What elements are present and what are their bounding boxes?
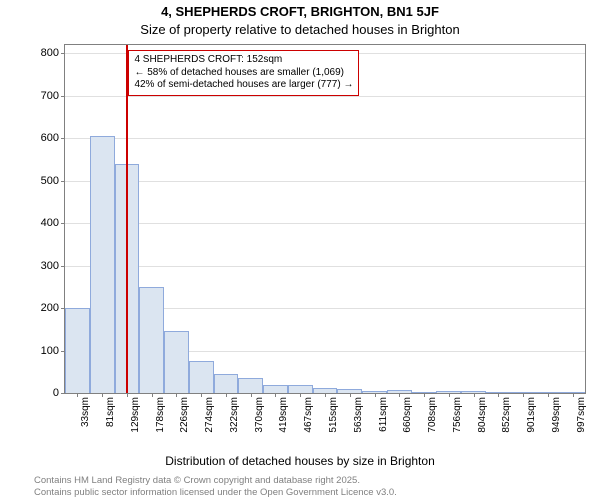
xtick-label: 852sqm [501,397,512,433]
xtick-mark [152,393,153,397]
footer-attribution: Contains HM Land Registry data © Crown c… [34,475,397,498]
xtick-label: 563sqm [353,397,364,433]
xtick-label: 33sqm [80,397,91,427]
xtick-mark [251,393,252,397]
xtick-label: 81sqm [105,397,116,427]
xtick-label: 708sqm [427,397,438,433]
xtick-mark [102,393,103,397]
ytick-mark [61,181,65,182]
gridline [65,138,585,139]
reference-line [126,45,128,393]
histogram-bar [238,378,263,393]
xtick-label: 322sqm [229,397,240,433]
chart-container: 4, SHEPHERDS CROFT, BRIGHTON, BN1 5JF Si… [0,0,600,500]
x-axis-label: Distribution of detached houses by size … [0,454,600,468]
ytick-label: 700 [41,90,59,102]
xtick-mark [474,393,475,397]
xtick-mark [127,393,128,397]
histogram-bar [288,385,313,393]
xtick-mark [275,393,276,397]
histogram-bar [263,385,288,393]
xtick-label: 370sqm [254,397,265,433]
xtick-label: 804sqm [477,397,488,433]
footer-line-1: Contains HM Land Registry data © Crown c… [34,475,397,486]
histogram-bar [189,361,214,393]
annotation-line-2: ← 58% of detached houses are smaller (1,… [134,67,353,80]
ytick-label: 500 [41,175,59,187]
xtick-label: 756sqm [452,397,463,433]
histogram-bar [214,374,239,393]
ytick-label: 600 [41,132,59,144]
ytick-label: 200 [41,302,59,314]
histogram-bar [90,136,115,393]
ytick-mark [61,266,65,267]
xtick-label: 419sqm [278,397,289,433]
xtick-mark [176,393,177,397]
chart-title-main: 4, SHEPHERDS CROFT, BRIGHTON, BN1 5JF [0,4,600,19]
xtick-mark [573,393,574,397]
xtick-label: 997sqm [576,397,587,433]
xtick-mark [77,393,78,397]
ytick-label: 800 [41,47,59,59]
xtick-mark [449,393,450,397]
xtick-label: 129sqm [130,397,141,433]
xtick-mark [226,393,227,397]
xtick-label: 467sqm [303,397,314,433]
annotation-box: 4 SHEPHERDS CROFT: 152sqm← 58% of detach… [128,50,359,96]
xtick-label: 226sqm [179,397,190,433]
histogram-bar [164,331,189,393]
xtick-label: 178sqm [155,397,166,433]
xtick-mark [399,393,400,397]
gridline [65,96,585,97]
ytick-label: 300 [41,260,59,272]
ytick-label: 100 [41,345,59,357]
ytick-mark [61,223,65,224]
histogram-bar [65,308,90,393]
xtick-mark [201,393,202,397]
xtick-label: 660sqm [402,397,413,433]
xtick-mark [548,393,549,397]
gridline [65,181,585,182]
xtick-label: 611sqm [378,397,389,432]
footer-line-2: Contains public sector information licen… [34,487,397,498]
annotation-line-3: 42% of semi-detached houses are larger (… [134,79,353,92]
chart-title-sub: Size of property relative to detached ho… [0,22,600,37]
xtick-label: 901sqm [526,397,537,433]
xtick-mark [498,393,499,397]
ytick-mark [61,53,65,54]
xtick-label: 949sqm [551,397,562,433]
xtick-label: 515sqm [328,397,339,433]
xtick-mark [523,393,524,397]
gridline [65,266,585,267]
xtick-mark [424,393,425,397]
gridline [65,223,585,224]
ytick-label: 400 [41,217,59,229]
xtick-mark [325,393,326,397]
ytick-mark [61,138,65,139]
annotation-line-1: 4 SHEPHERDS CROFT: 152sqm [134,54,353,67]
xtick-mark [375,393,376,397]
ytick-mark [61,96,65,97]
histogram-bar [139,287,164,393]
xtick-mark [300,393,301,397]
plot-area: 010020030040050060070080033sqm81sqm129sq… [64,44,586,394]
xtick-label: 274sqm [204,397,215,433]
ytick-label: 0 [53,387,59,399]
xtick-mark [350,393,351,397]
ytick-mark [61,393,65,394]
